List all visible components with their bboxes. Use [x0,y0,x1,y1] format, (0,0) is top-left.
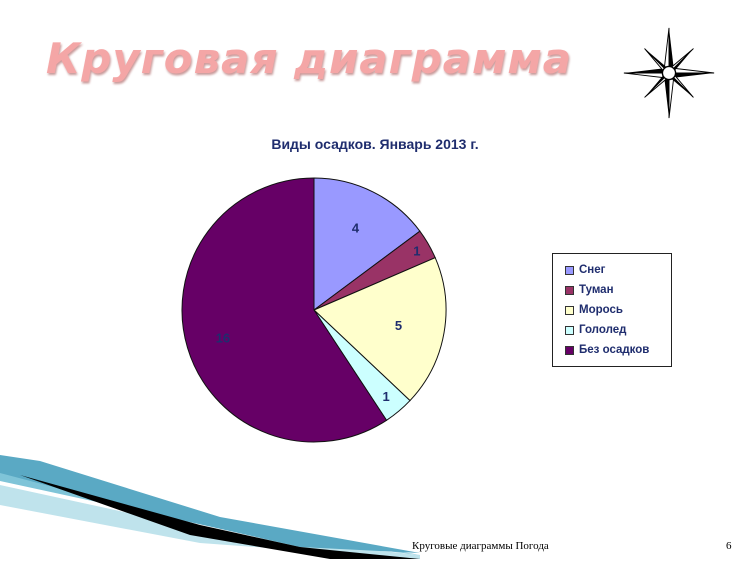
footer-swoosh-decoration [0,455,420,559]
slide-title: Круговая диаграмма [46,34,573,83]
chart-legend: Снег Туман Морось Гололед Без осадков [552,253,672,367]
pie-data-label: 16 [216,330,230,345]
legend-swatch [565,265,574,275]
legend-label: Гололед [579,324,627,336]
legend-label: Снег [579,264,606,276]
legend-item: Гололед [565,320,671,340]
page-number: 6 [726,540,732,552]
legend-item: Туман [565,280,671,300]
pie-slice-1 [313,177,421,311]
compass-rose-icon [623,27,715,119]
pie-data-label: 4 [352,220,360,235]
legend-swatch [565,345,574,355]
legend-label: Морось [579,304,623,316]
legend-label: Туман [579,284,614,296]
legend-swatch [565,285,574,295]
legend-item: Морось [565,300,671,320]
legend-label: Без осадков [579,344,650,356]
pie-slice-3 [313,257,447,402]
pie-slice-5 [181,177,388,443]
legend-swatch [565,305,574,315]
legend-item: Снег [565,260,671,280]
pie-data-label: 1 [413,244,420,259]
pie-data-label: 5 [395,318,402,333]
chart-title: Виды осадков. Январь 2013 г. [271,136,479,152]
footer-text: Круговые диаграммы Погода [412,540,549,552]
pie-data-label: 1 [383,389,390,404]
legend-item: Без осадков [565,340,671,360]
legend-swatch [565,325,574,335]
